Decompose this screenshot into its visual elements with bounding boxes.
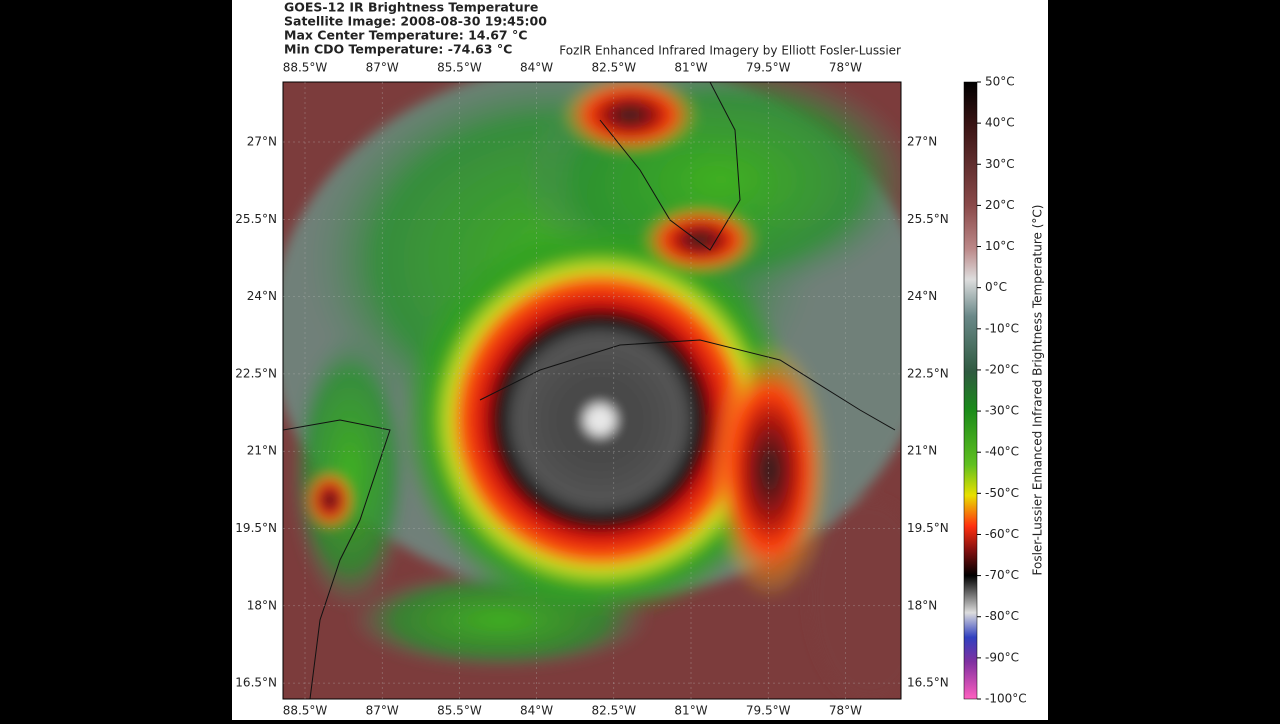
colorbar <box>963 81 978 700</box>
lon-label-top: 85.5°W <box>437 61 482 75</box>
lon-label-bottom: 78°W <box>829 704 862 718</box>
colorbar-tick-label: -10°C <box>985 321 1019 335</box>
lat-label-left: 25.5°N <box>235 212 277 226</box>
satellite-image <box>283 82 901 699</box>
lon-label-top: 81°W <box>674 61 707 75</box>
lat-label-right: 24°N <box>907 289 937 303</box>
lon-label-bottom: 87°W <box>366 704 399 718</box>
min-cdo: Min CDO Temperature: -74.63 °C <box>284 42 512 57</box>
lat-label-left: 27°N <box>247 135 277 149</box>
colorbar-tick-label: -30°C <box>985 404 1019 418</box>
lat-label-left: 24°N <box>247 289 277 303</box>
lon-label-top: 78°W <box>829 61 862 75</box>
max-center: Max Center Temperature: 14.67 °C <box>284 28 527 43</box>
lat-label-left: 18°N <box>247 598 277 612</box>
colorbar-tick-label: -90°C <box>985 650 1019 664</box>
lat-label-left: 19.5°N <box>235 521 277 535</box>
lat-label-right: 19.5°N <box>907 521 949 535</box>
lon-label-top: 87°W <box>366 61 399 75</box>
colorbar-tick-label: 40°C <box>985 116 1015 130</box>
credit: FozIR Enhanced Infrared Imagery by Ellio… <box>559 44 901 58</box>
lat-label-left: 21°N <box>247 444 277 458</box>
colorbar-tick-label: 10°C <box>985 239 1015 253</box>
lon-label-top: 84°W <box>520 61 553 75</box>
colorbar-tick-label: 50°C <box>985 75 1015 89</box>
lon-label-bottom: 82.5°W <box>592 704 637 718</box>
lat-label-right: 16.5°N <box>907 676 949 690</box>
lon-label-bottom: 84°W <box>520 704 553 718</box>
colorbar-tick-label: -80°C <box>985 609 1019 623</box>
colorbar-tick-label: 20°C <box>985 198 1015 212</box>
lon-label-top: 79.5°W <box>746 61 791 75</box>
labels: 88.5°W 88.5°W 87°W 87°W 85.5°W 85.5°W 84°W 84°W… <box>235 61 1026 718</box>
title: GOES-12 IR Brightness Temperature <box>284 0 538 15</box>
colorbar-tick-label: -20°C <box>985 362 1019 376</box>
colorbar-tick-label: -60°C <box>985 527 1019 541</box>
image-time: Satellite Image: 2008-08-30 19:45:00 <box>284 14 547 29</box>
lat-label-right: 21°N <box>907 444 937 458</box>
lon-label-bottom: 81°W <box>674 704 707 718</box>
lat-label-right: 27°N <box>907 135 937 149</box>
map-frame <box>282 81 902 700</box>
lon-label-bottom: 79.5°W <box>746 704 791 718</box>
lat-label-right: 18°N <box>907 598 937 612</box>
colorbar-tick-label: 0°C <box>985 280 1007 294</box>
lon-label-bottom: 85.5°W <box>437 704 482 718</box>
colorbar-tick-label: 30°C <box>985 157 1015 171</box>
colorbar-tick-label: -100°C <box>985 692 1027 706</box>
lat-label-left: 22.5°N <box>235 366 277 380</box>
colorbar-tick-label: -70°C <box>985 568 1019 582</box>
lat-label-left: 16.5°N <box>235 676 277 690</box>
colorbar-label: Fosler-Lussier Enhanced Infrared Brightn… <box>1031 205 1045 576</box>
colorbar-tick-label: -40°C <box>985 445 1019 459</box>
colorbar-tick-label: -50°C <box>985 486 1019 500</box>
lat-label-right: 22.5°N <box>907 366 949 380</box>
lon-label-top: 88.5°W <box>283 61 328 75</box>
lon-label-top: 82.5°W <box>592 61 637 75</box>
lat-label-right: 25.5°N <box>907 212 949 226</box>
lon-label-bottom: 88.5°W <box>283 704 328 718</box>
